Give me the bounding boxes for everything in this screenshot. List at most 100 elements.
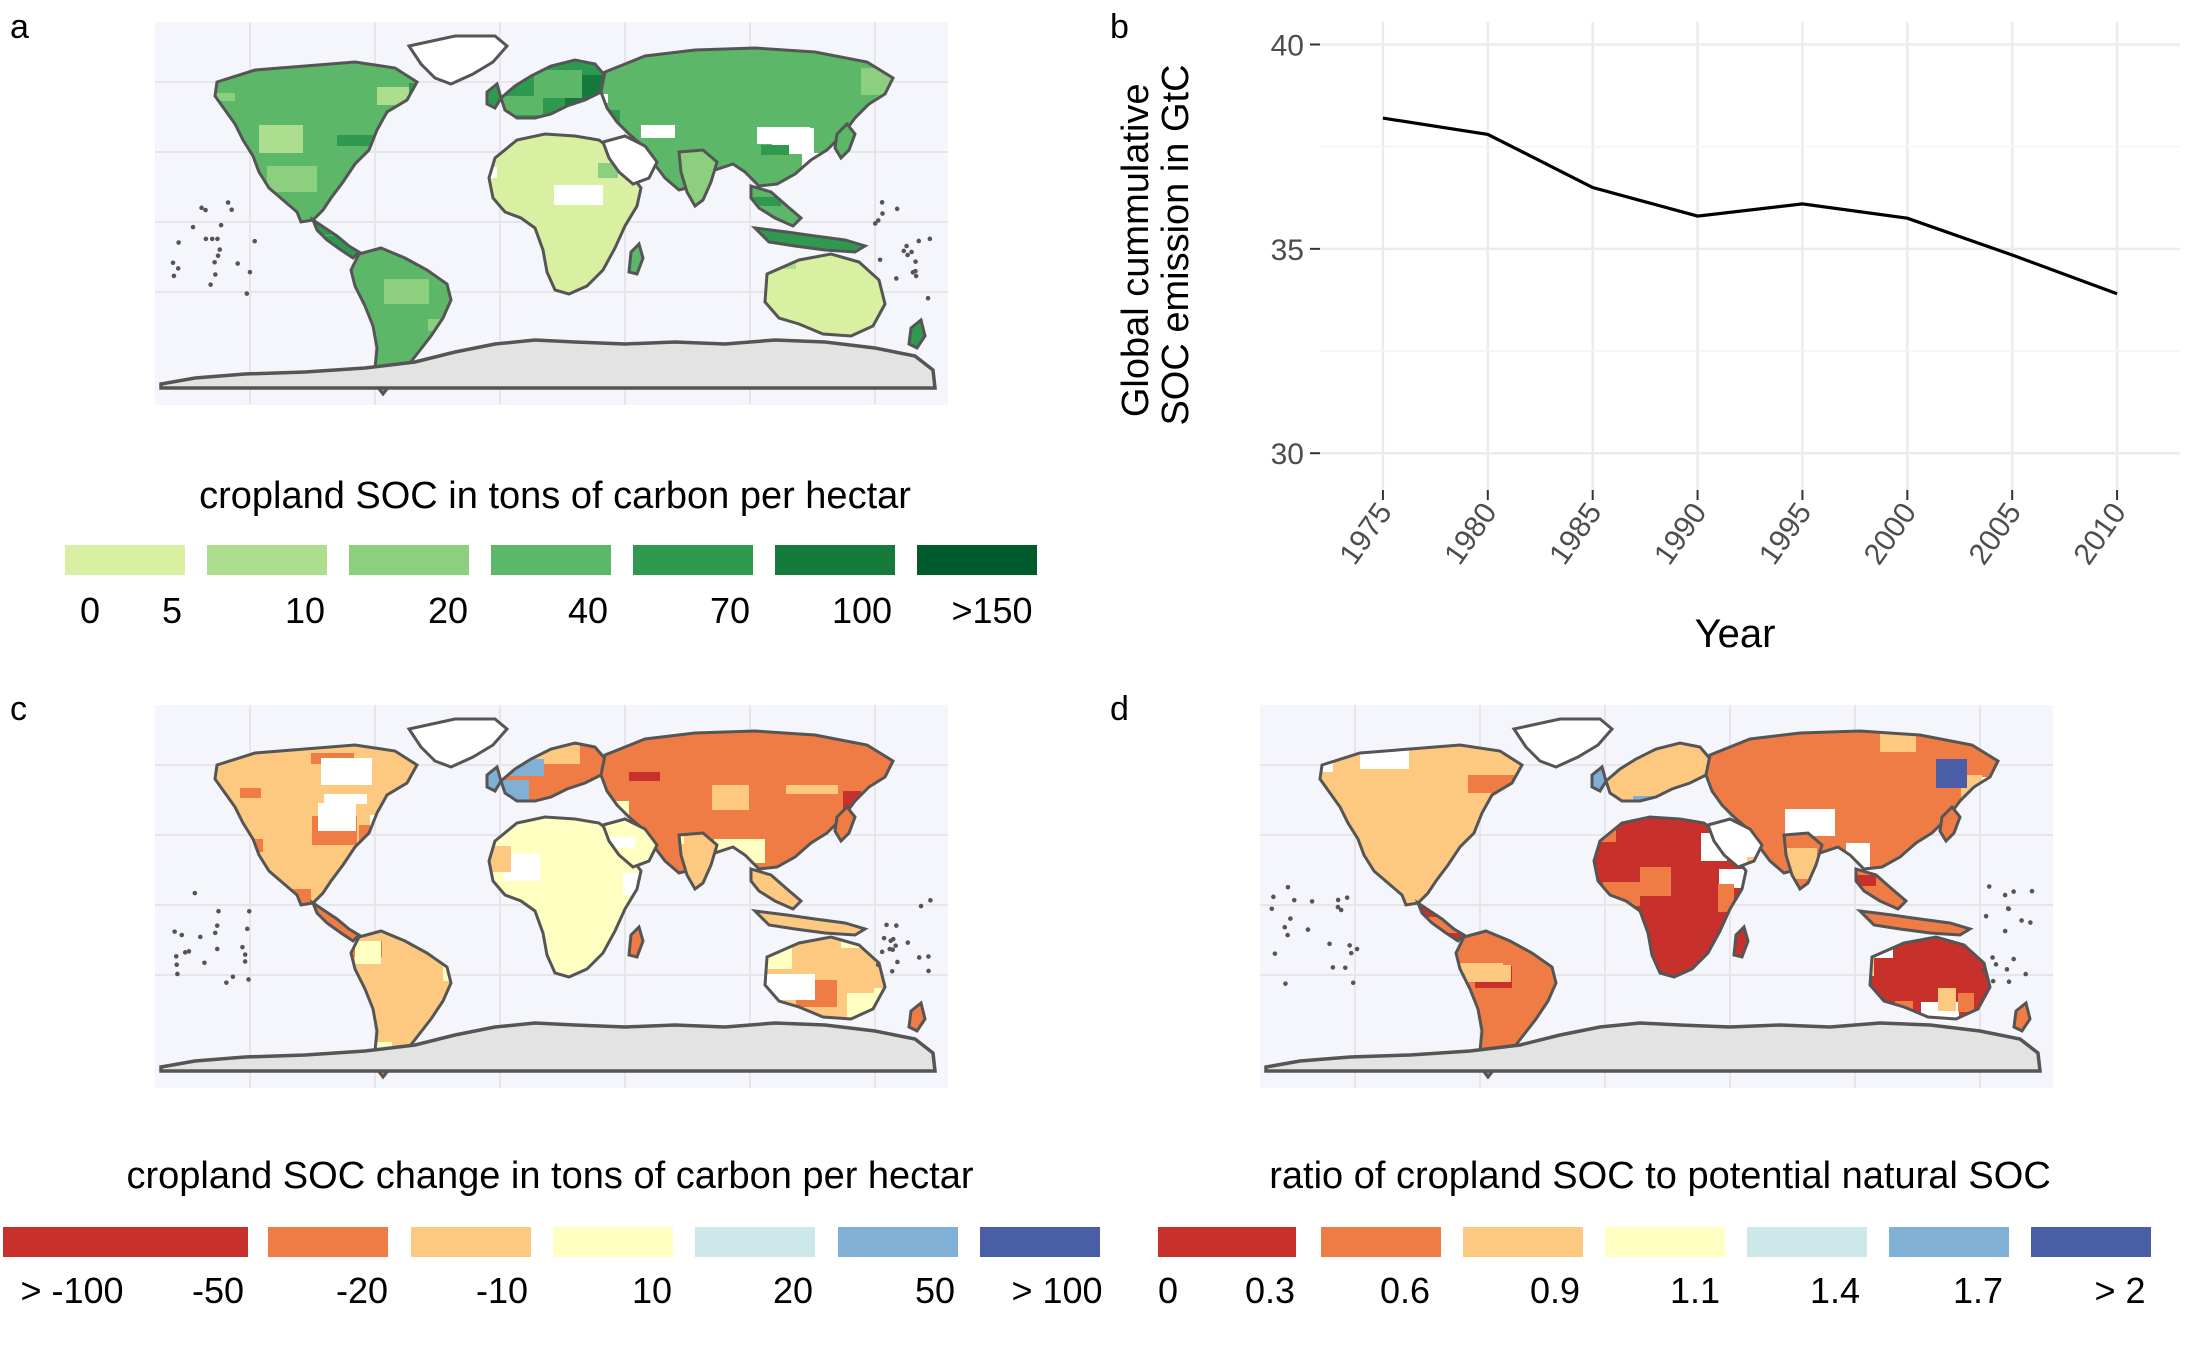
coastline xyxy=(763,252,887,338)
legend-swatch xyxy=(65,545,185,575)
legend-tick-label: 20 xyxy=(772,1270,814,1311)
panel-label-d: d xyxy=(1110,690,1129,728)
legend-a-labels: 0 5 10 20 40 70 100 >150 xyxy=(0,590,1100,640)
coastline xyxy=(677,831,719,892)
x-tick-label: 1990 xyxy=(1648,497,1713,571)
coastline xyxy=(1782,831,1824,892)
legend-tick-label: 1.4 xyxy=(1809,1270,1861,1311)
coastline xyxy=(485,764,503,793)
legend-c-colorbar xyxy=(3,1227,1103,1257)
legend-swatch xyxy=(1463,1227,1583,1257)
legend-a-colorbar xyxy=(65,545,1045,575)
antarctica xyxy=(159,338,937,390)
legend-tick-label: -20 xyxy=(335,1270,389,1311)
coastline xyxy=(627,924,645,959)
legend-swatch xyxy=(349,545,469,575)
x-axis-label: Year xyxy=(1695,612,1776,656)
y-axis-label-line-1: Global cummulative xyxy=(1115,83,1157,417)
legend-swatch xyxy=(775,545,895,575)
coastline xyxy=(763,935,887,1021)
legend-swatch xyxy=(1321,1227,1441,1257)
legend-tick-label: 70 xyxy=(709,590,751,631)
panel-label-a: a xyxy=(10,8,29,46)
legend-tick-label: 10 xyxy=(631,1270,673,1311)
pacific-islands xyxy=(170,200,933,301)
coastline xyxy=(1511,717,1615,769)
legend-swatch xyxy=(268,1227,388,1257)
coastline xyxy=(1868,935,1992,1021)
x-tick-label: 1985 xyxy=(1543,497,1608,571)
legend-tick-label: >150 xyxy=(951,590,1033,631)
coastline xyxy=(1732,924,1750,959)
legend-tick-label: 0.3 xyxy=(1244,1270,1296,1311)
series-line xyxy=(1382,116,2118,296)
coastline xyxy=(750,908,869,937)
pacific-islands xyxy=(1269,884,2035,986)
legend-d-title: ratio of cropland SOC to potential natur… xyxy=(1269,1155,2051,1197)
coastline xyxy=(833,804,857,844)
coastline xyxy=(1855,908,1974,937)
legend-swatch xyxy=(553,1227,673,1257)
world-map-d xyxy=(1260,705,2053,1088)
coastline xyxy=(833,121,857,161)
legend-swatch xyxy=(695,1227,815,1257)
legend-tick-label: 40 xyxy=(567,590,609,631)
legend-swatch xyxy=(1889,1227,2009,1257)
x-tick-label: 2010 xyxy=(2067,497,2132,571)
x-tick-label: 2005 xyxy=(1963,497,2028,571)
coastline xyxy=(749,866,804,911)
y-tick-label: 40 xyxy=(1271,29,1304,62)
coastline xyxy=(627,241,645,276)
world-map-c xyxy=(155,705,948,1088)
legend-swatch xyxy=(1158,1227,1296,1257)
legend-tick-label: 1.1 xyxy=(1669,1270,1721,1311)
legend-swatch xyxy=(411,1227,531,1257)
legend-swatch xyxy=(3,1227,248,1257)
chart-grid xyxy=(1320,22,2180,490)
legend-swatch xyxy=(917,545,1037,575)
y-tick-label: 30 xyxy=(1271,438,1304,471)
coastline xyxy=(309,216,362,260)
legend-tick-label: 50 xyxy=(914,1270,956,1311)
legend-swatch xyxy=(1747,1227,1867,1257)
world-map-a xyxy=(155,22,948,405)
legend-tick-label: 0 xyxy=(1157,1270,1179,1311)
legend-tick-label: 0.6 xyxy=(1379,1270,1431,1311)
coastline xyxy=(485,81,503,110)
legend-swatch xyxy=(491,545,611,575)
legend-d-labels: 0 0.3 0.6 0.9 1.1 1.4 1.7 > 2 xyxy=(1100,1270,2187,1320)
coastline xyxy=(1938,804,1962,844)
map-cropland-soc xyxy=(155,22,948,405)
legend-c-title: cropland SOC change in tons of carbon pe… xyxy=(126,1155,974,1197)
coastline xyxy=(750,225,869,254)
y-tick-label: 35 xyxy=(1271,234,1304,267)
coastline xyxy=(1590,764,1608,793)
coastline xyxy=(406,717,510,769)
legend-tick-label: 0.9 xyxy=(1529,1270,1581,1311)
legend-swatch xyxy=(207,545,327,575)
panel-label-c: c xyxy=(10,690,27,728)
x-axis-ticks: 1975 1980 1985 1990 1995 2000 2005 2010 xyxy=(1333,490,2133,571)
coastline xyxy=(213,60,419,224)
legend-tick-label: > 100 xyxy=(1011,1270,1103,1311)
x-tick-label: 2000 xyxy=(1858,497,1923,571)
legend-tick-label: 1.7 xyxy=(1952,1270,2004,1311)
y-axis-ticks: 30 35 40 xyxy=(1271,29,1320,471)
coastline xyxy=(1854,866,1909,911)
coastline xyxy=(487,132,643,296)
legend-d-colorbar xyxy=(1158,1227,2158,1257)
coastline xyxy=(749,183,804,228)
coastline xyxy=(1318,743,1524,907)
legend-a-title: cropland SOC in tons of carbon per hecta… xyxy=(199,475,911,517)
coastline xyxy=(406,34,510,86)
antarctica xyxy=(159,1021,937,1073)
coastline xyxy=(1706,817,1764,869)
y-axis-label: Global cummulative SOC emission in GtC xyxy=(1115,64,1197,425)
map-soc-change xyxy=(155,705,948,1088)
legend-swatch xyxy=(1605,1227,1725,1257)
legend-tick-label: > -100 xyxy=(20,1270,124,1311)
legend-tick-label: > 2 xyxy=(2094,1270,2146,1311)
legend-swatch xyxy=(980,1227,1100,1257)
coastline xyxy=(601,134,659,186)
coastline xyxy=(309,899,362,943)
